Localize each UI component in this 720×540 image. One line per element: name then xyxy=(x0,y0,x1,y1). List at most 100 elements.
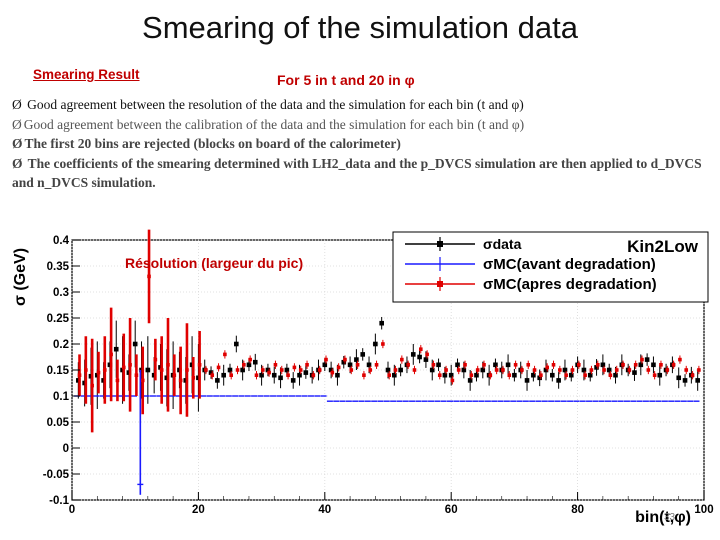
mc-after-point xyxy=(469,373,474,377)
mc-after-point xyxy=(602,368,606,372)
mc-after-point xyxy=(684,368,689,372)
mc-after-point xyxy=(374,363,379,367)
mc-after-point xyxy=(558,368,562,372)
data-point xyxy=(240,367,245,373)
data-point xyxy=(297,372,302,378)
mc-after-point xyxy=(172,373,177,377)
bullet-item: Ø Good agreement between the resolution … xyxy=(12,95,712,115)
data-point xyxy=(354,357,359,362)
mc-after-point xyxy=(305,363,309,367)
mc-after-point xyxy=(456,368,461,372)
mc-after-point xyxy=(336,365,341,370)
data-point xyxy=(537,375,542,381)
mc-after-point xyxy=(697,368,701,372)
bullet-item: Ø Good agreement between the calibration … xyxy=(12,115,712,135)
mc-after-point xyxy=(501,368,505,372)
data-point xyxy=(461,367,467,373)
data-point xyxy=(322,362,328,368)
y-tick-label: 0 xyxy=(63,443,69,455)
mc-after-point xyxy=(128,363,132,367)
mc-after-point xyxy=(343,357,347,362)
data-point xyxy=(524,378,530,383)
y-tick-label: 0.05 xyxy=(47,417,70,429)
data-point xyxy=(328,367,334,373)
data-point xyxy=(246,362,252,368)
data-point xyxy=(410,352,416,357)
data-point xyxy=(676,375,682,381)
mc-after-point xyxy=(412,368,417,372)
y-tick-label: -0.1 xyxy=(49,495,69,507)
data-point xyxy=(467,378,473,383)
data-point xyxy=(278,375,283,381)
mc-after-point xyxy=(482,363,486,367)
mc-after-point xyxy=(84,368,88,372)
data-point xyxy=(398,367,403,373)
data-point xyxy=(215,378,220,383)
mc-after-point xyxy=(425,352,429,357)
mc-after-point xyxy=(261,368,265,372)
mc-after-point xyxy=(317,368,322,372)
x-tick-label: 20 xyxy=(192,504,205,516)
mc-after-point xyxy=(229,373,233,377)
mc-after-point xyxy=(507,373,512,377)
mc-after-point xyxy=(614,368,619,372)
data-point xyxy=(366,362,372,368)
mc-after-point xyxy=(444,368,448,372)
data-point xyxy=(335,372,340,378)
mc-after-point xyxy=(488,373,493,377)
data-point xyxy=(373,341,378,347)
bullet-item: Ø The first 20 bins are rejected (blocks … xyxy=(12,134,712,154)
mc-after-point xyxy=(671,363,676,367)
data-point xyxy=(360,352,366,357)
mc-after-point xyxy=(387,373,391,377)
data-point xyxy=(657,372,663,378)
mc-after-point xyxy=(349,368,354,372)
mc-after-point xyxy=(381,342,385,346)
data-point xyxy=(493,362,498,368)
mc-after-point xyxy=(640,357,644,362)
data-point xyxy=(347,362,353,368)
data-point xyxy=(385,367,391,373)
mc-after-point xyxy=(678,357,682,362)
data-point xyxy=(145,367,151,373)
y-tick-label: 0.4 xyxy=(53,235,70,247)
mc-after-point xyxy=(185,368,189,372)
mc-after-point xyxy=(450,378,455,383)
data-point xyxy=(638,362,644,368)
data-point xyxy=(556,378,561,383)
mc-after-point xyxy=(223,352,227,357)
data-point xyxy=(581,367,587,373)
data-point xyxy=(606,367,612,373)
mc-after-point xyxy=(355,363,360,367)
mc-after-point xyxy=(197,363,202,367)
mc-after-point xyxy=(646,368,651,372)
data-point xyxy=(392,372,397,378)
data-point xyxy=(562,367,568,373)
data-point xyxy=(132,341,138,347)
mc-after-point xyxy=(166,363,170,367)
mc-after-point xyxy=(254,373,259,377)
mc-after-point xyxy=(235,368,240,372)
x-tick-label: 80 xyxy=(571,504,584,516)
data-point xyxy=(587,372,593,378)
data-point xyxy=(543,367,549,373)
mc-after-point xyxy=(248,357,252,362)
mc-after-point xyxy=(608,373,613,377)
bullet-arrow-icon: Ø xyxy=(12,116,22,132)
data-point xyxy=(423,357,429,362)
data-point xyxy=(474,372,479,378)
y-tick-label: 0.25 xyxy=(47,313,70,325)
mc-after-point xyxy=(242,363,246,367)
mc-after-point xyxy=(77,373,82,377)
mc-after-point xyxy=(520,368,524,372)
mc-after-point xyxy=(178,378,183,383)
data-point xyxy=(613,372,618,378)
legend-title: Kin2Low xyxy=(627,237,699,256)
mc-after-point xyxy=(633,363,638,367)
chart-annotation: Résolution (largeur du pic) xyxy=(125,255,303,271)
data-point xyxy=(651,362,656,368)
data-point xyxy=(455,362,460,368)
mc-after-point xyxy=(298,368,303,372)
mc-after-point xyxy=(362,373,366,377)
legend-entry: σMC(avant degradation) xyxy=(483,256,656,273)
